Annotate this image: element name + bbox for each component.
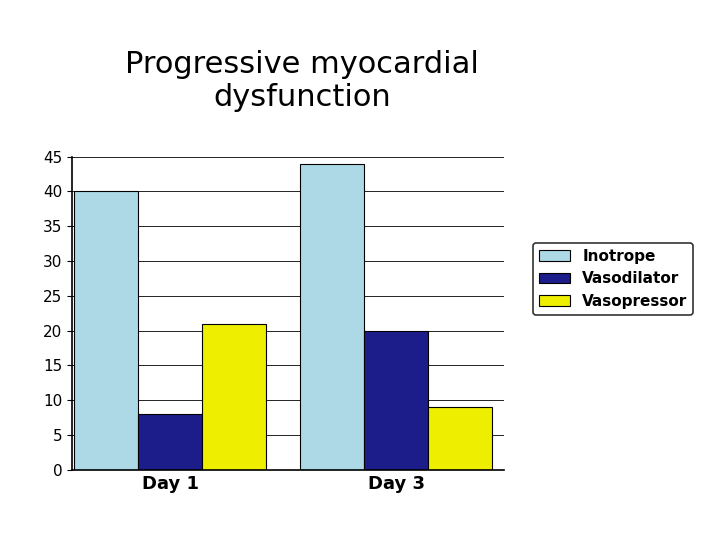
Bar [138,414,202,470]
Bar [364,330,428,470]
Bar [74,191,138,470]
Bar [202,323,266,470]
Bar [428,407,492,470]
Bar [300,164,364,470]
Legend: Inotrope, Vasodilator, Vasopressor: Inotrope, Vasodilator, Vasopressor [534,242,693,315]
Text: Progressive myocardial
dysfunction: Progressive myocardial dysfunction [125,50,480,112]
